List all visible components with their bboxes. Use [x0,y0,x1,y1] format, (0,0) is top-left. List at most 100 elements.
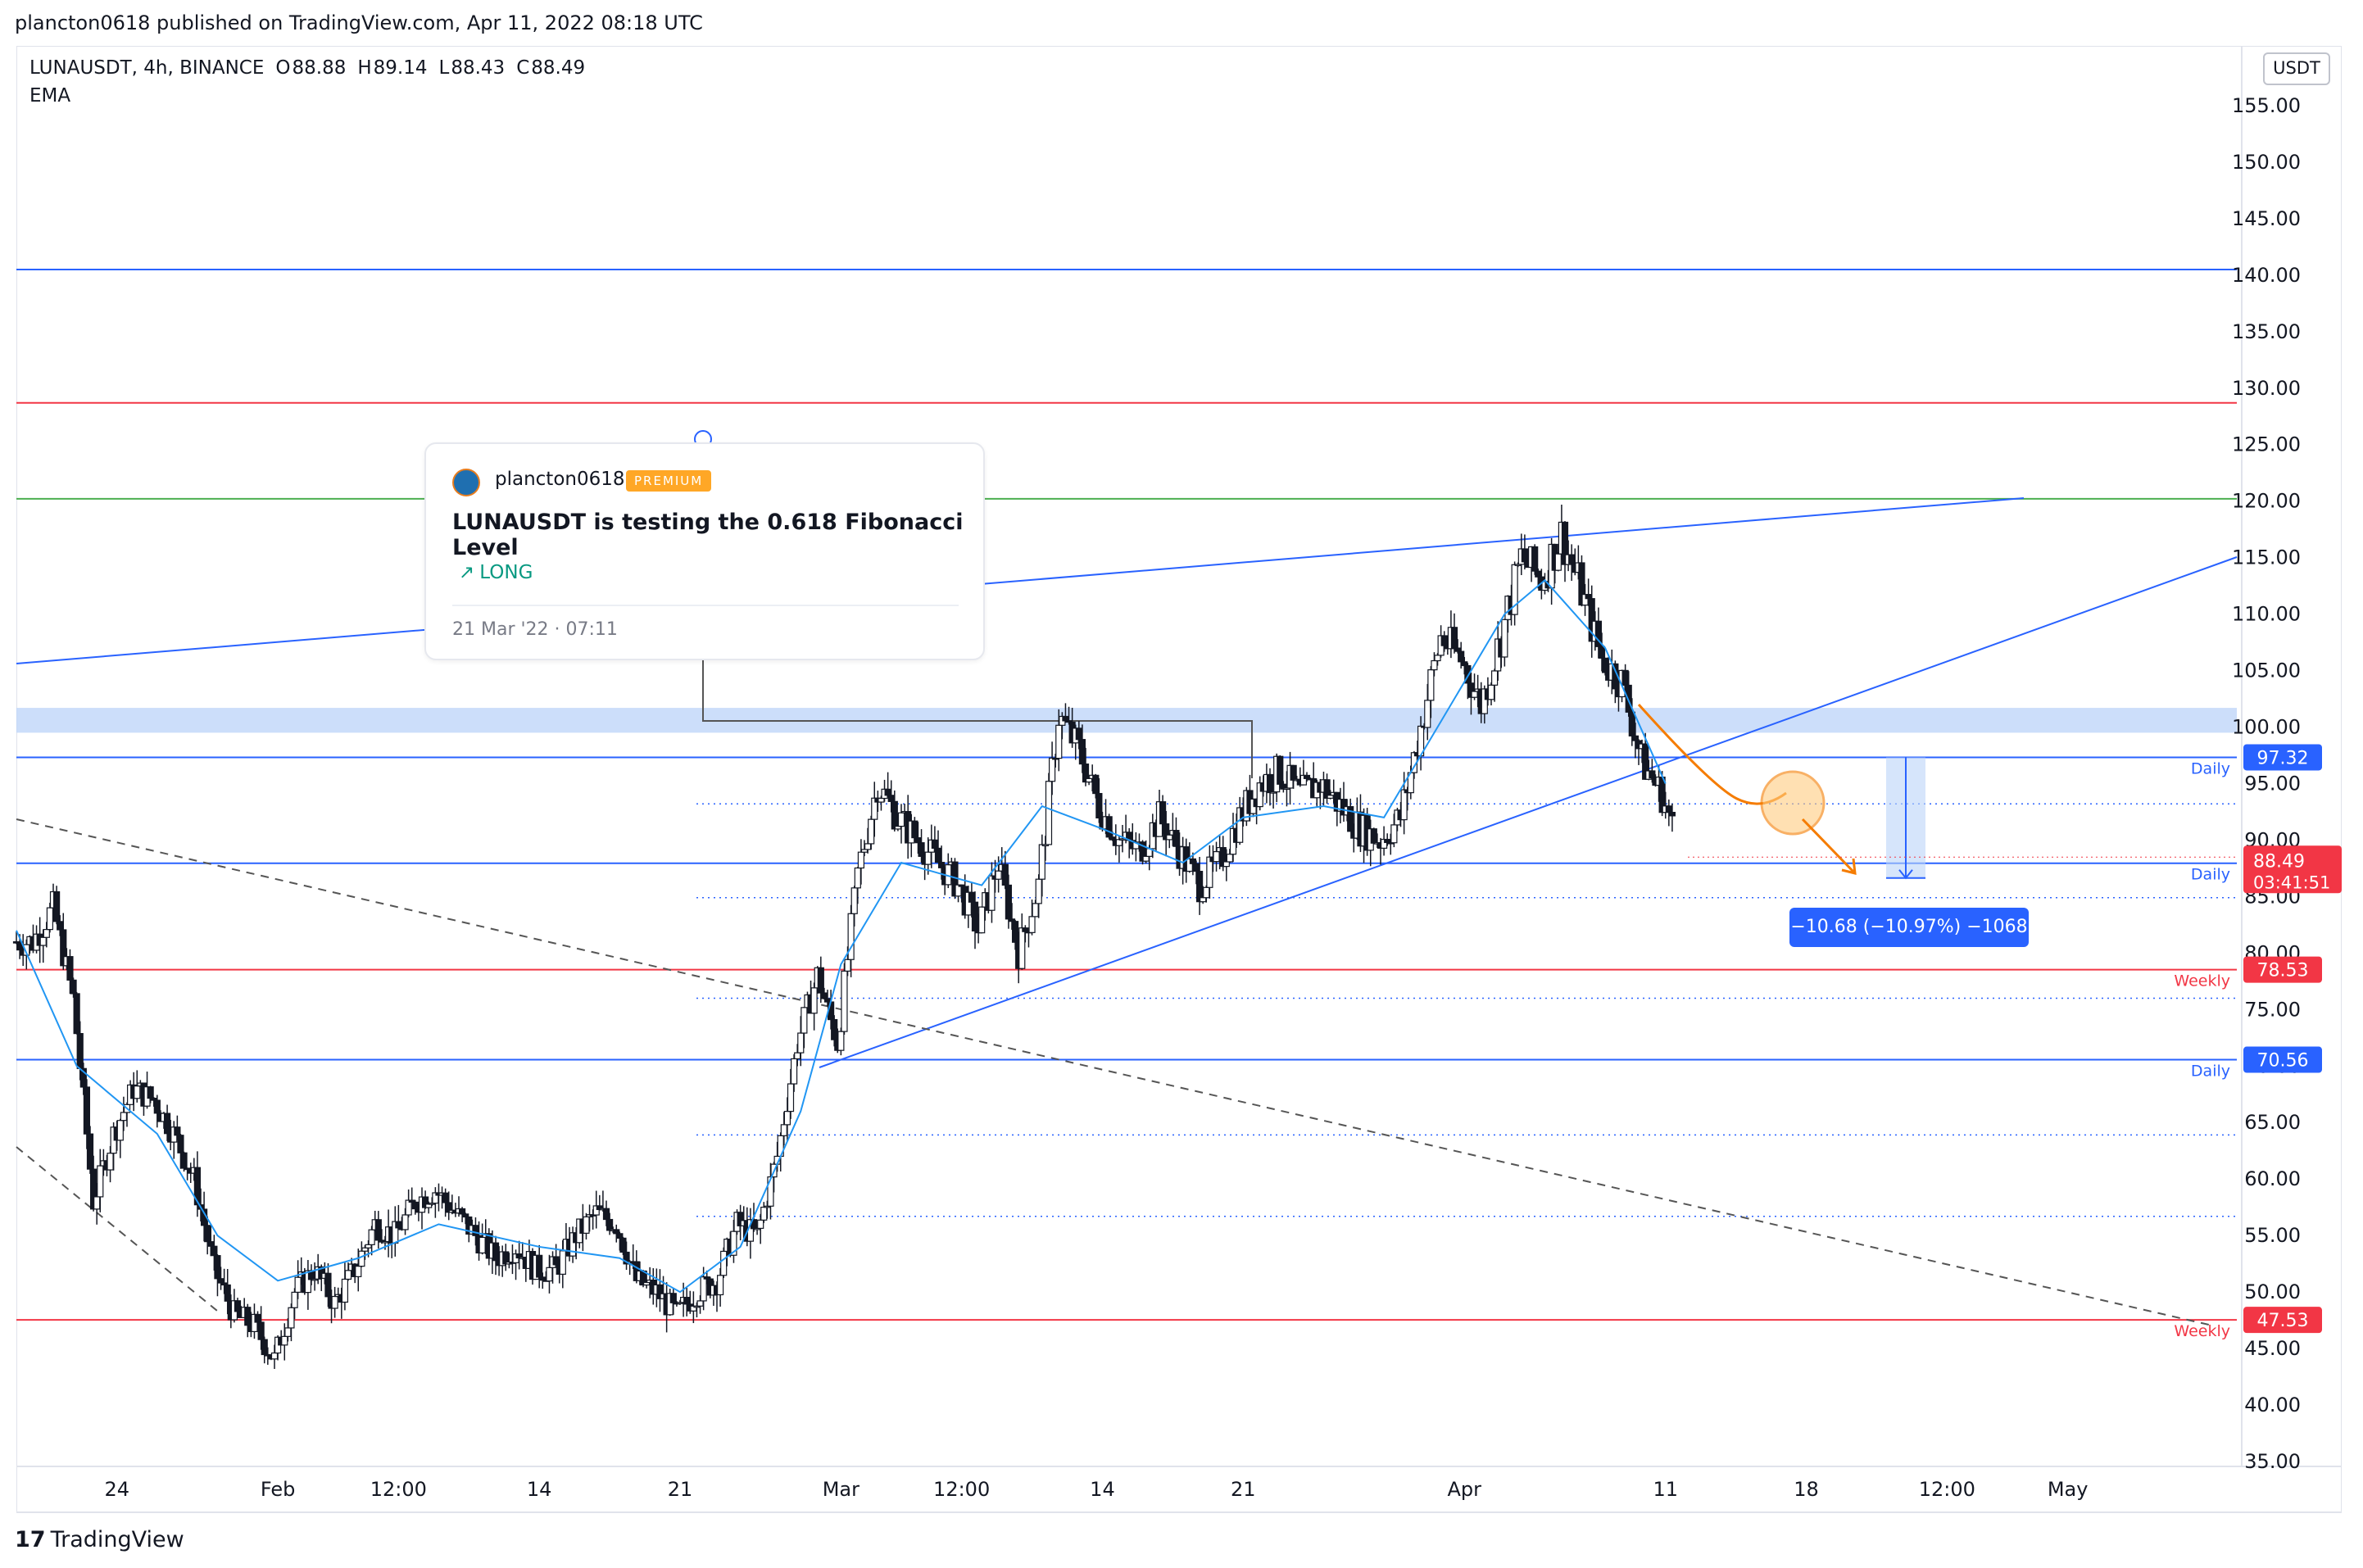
candle-body [341,1278,349,1303]
avatar [452,469,480,496]
candle-body [1038,844,1045,880]
y-tick-label: 105.00 [2232,659,2301,682]
candle-body [868,818,875,845]
candle-body [583,1216,590,1234]
candle-body [1213,850,1220,863]
y-tick-label: 45.00 [2244,1337,2301,1360]
candle-body [395,1221,402,1229]
candle-body [1501,619,1508,658]
candle-body [854,867,861,889]
divider [452,605,959,606]
candle-body [552,1256,560,1266]
candle-body [211,1245,218,1257]
candle-body [847,913,855,960]
indicator-label[interactable]: EMA [29,85,71,106]
candle-body [914,837,922,844]
note-connector [702,657,1253,778]
candle-body [850,887,858,914]
candle-body [204,1225,211,1243]
candle-body [107,1153,114,1171]
candle-body [411,1201,419,1210]
currency-button[interactable]: USDT [2263,52,2330,85]
candle-body [794,1052,801,1060]
high-value: 89.14 [373,57,428,79]
candle-body [1431,659,1438,671]
candle-body [810,987,818,1014]
candle-body [134,1085,141,1099]
candle-body [1192,863,1200,872]
candle-body [1554,553,1562,571]
support-trendline [819,556,2238,1068]
logo-text: TradingView [50,1527,184,1552]
level-label: Weekly [2174,972,2230,990]
high-label: H [357,57,372,79]
candle-body [43,928,50,938]
candle-body [1585,594,1592,600]
candle-body [1487,684,1495,700]
candle-body [1005,884,1013,920]
candle-body [1598,646,1606,659]
candle-body [1668,811,1676,817]
candle-body [1200,897,1207,903]
candle-body [1400,789,1408,821]
candle-body [284,1327,292,1337]
candle-body [897,812,905,827]
candle-body [669,1293,677,1303]
candle-body [1032,903,1039,918]
candle-body [605,1218,614,1231]
y-tick-label: 75.00 [2244,998,2301,1021]
candle-body [911,820,918,839]
note-author[interactable]: plancton0618 [495,469,625,490]
note-title: LUNAUSDT is testing the 0.618 Fibonacci … [452,510,964,560]
price-tag-label: 70.56 [2257,1051,2309,1072]
candle-body [57,921,64,931]
y-tick-label: 65.00 [2244,1111,2301,1134]
candle-body [823,998,832,1003]
candle-body [261,1339,268,1356]
candle-body [857,851,865,869]
candle-body [820,992,828,999]
candle-body [1424,700,1431,728]
candle-body [760,1206,768,1221]
arrow-up-right-icon: ↗ [459,562,475,583]
y-tick-label: 140.00 [2232,264,2301,287]
candle-body [1628,711,1635,736]
y-tick-label: 145.00 [2232,207,2301,230]
candle-body [442,1192,449,1203]
candle-body [1390,824,1398,844]
candle-body [1370,828,1377,844]
dashed-downtrend [16,818,2213,1326]
y-tick-label: 115.00 [2232,546,2301,569]
candle-body [174,1126,181,1136]
candle-body [234,1300,242,1312]
x-tick-label: 14 [527,1478,552,1501]
candle-body [1665,805,1672,813]
candle-body [1427,668,1435,701]
candle-body [696,1300,704,1307]
last-price-tag [2243,845,2342,894]
candle-body [1290,764,1297,781]
candle-body [683,1297,691,1305]
candle-body [52,890,61,922]
candle-body [864,843,872,850]
candle-body [76,1033,84,1069]
candle-body [1458,650,1465,663]
idea-note-card[interactable]: plancton0618 PREMIUM LUNAUSDT is testing… [424,442,985,660]
note-direction: ↗ LONG [459,562,533,583]
candle-body [797,1032,805,1054]
candle-body [937,862,946,868]
x-tick-label: Feb [261,1478,296,1501]
y-tick-label: 40.00 [2244,1394,2301,1416]
candle-body [1461,661,1468,667]
y-tick-label: 155.00 [2232,94,2301,117]
x-tick-label: 11 [1653,1478,1678,1501]
candle-body [1048,757,1056,782]
candle-body [331,1295,338,1309]
tradingview-logo[interactable]: 17 TradingView [15,1527,184,1552]
candles [12,505,1676,1370]
candle-body [613,1229,620,1235]
direction-label: LONG [479,562,533,583]
y-tick-label: 35.00 [2244,1450,2301,1473]
candle-body [1062,715,1069,722]
